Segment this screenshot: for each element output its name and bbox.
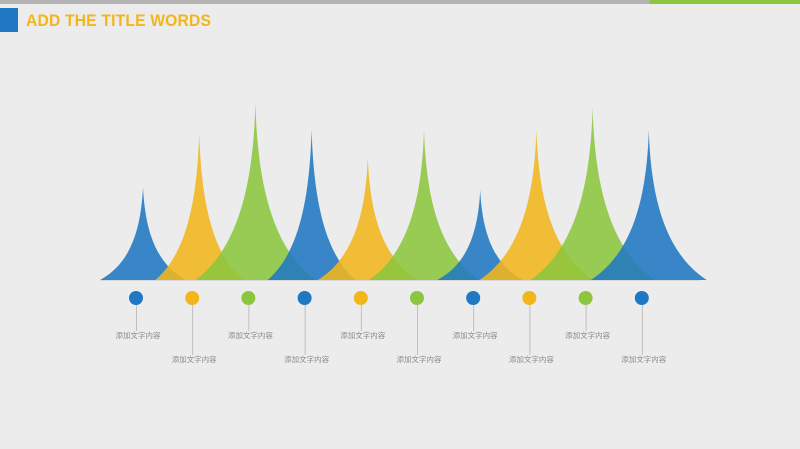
marker-dot-9 — [578, 291, 593, 305]
marker-dot-10 — [634, 291, 649, 305]
marker-dot-6 — [410, 291, 424, 305]
peak-4 — [267, 130, 356, 280]
peak-2 — [155, 133, 244, 280]
peak-label-4: 添加文字内容 — [284, 354, 329, 364]
peak-3 — [195, 103, 316, 280]
peak-label-1: 添加文字内容 — [116, 330, 161, 340]
page-title: ADD THE TITLE WORDS — [26, 11, 212, 30]
peak-10 — [590, 130, 707, 280]
connectors-layer — [136, 305, 643, 355]
labels-layer: 添加文字内容添加文字内容添加文字内容添加文字内容添加文字内容添加文字内容添加文字… — [116, 330, 667, 364]
top-bar-green — [650, 0, 800, 4]
marker-dot-7 — [466, 291, 481, 305]
title-accent-block — [0, 8, 18, 32]
peak-label-7: 添加文字内容 — [453, 330, 498, 340]
marker-dot-5 — [353, 291, 368, 305]
marker-dot-4 — [297, 291, 312, 305]
peak-label-10: 添加文字内容 — [621, 354, 666, 364]
peak-1 — [100, 187, 186, 280]
peak-label-6: 添加文字内容 — [397, 354, 442, 364]
peak-label-8: 添加文字内容 — [509, 354, 554, 364]
peak-label-5: 添加文字内容 — [340, 330, 385, 340]
peaks-layer — [100, 103, 707, 280]
marker-dot-2 — [185, 291, 200, 305]
peak-8 — [479, 130, 594, 280]
dots-layer — [129, 291, 649, 305]
top-bar-gray — [0, 0, 650, 4]
peak-label-3: 添加文字内容 — [228, 330, 273, 340]
marker-dot-8 — [522, 291, 537, 305]
peak-6 — [369, 130, 479, 280]
marker-dot-3 — [241, 291, 256, 305]
peak-9 — [530, 107, 655, 280]
peak-5 — [317, 157, 418, 280]
peak-label-2: 添加文字内容 — [172, 354, 217, 364]
marker-dot-1 — [129, 291, 143, 305]
peak-7 — [437, 190, 524, 280]
peak-label-9: 添加文字内容 — [565, 330, 610, 340]
